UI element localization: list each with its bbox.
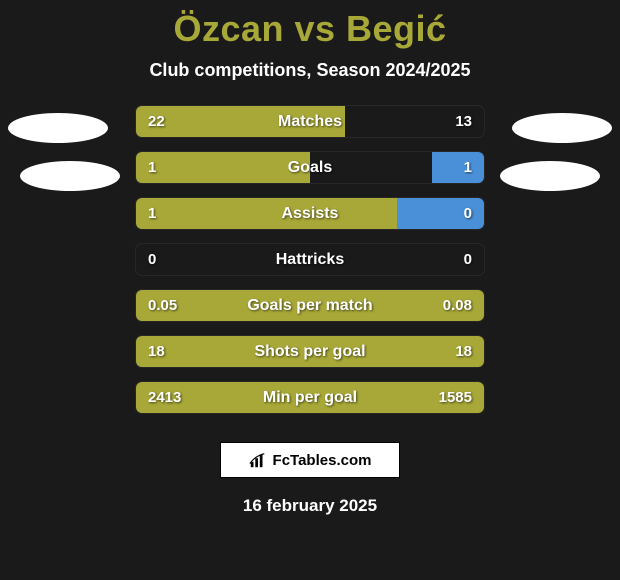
stat-row: 18Shots per goal18 — [135, 335, 485, 368]
stat-row: 1Assists0 — [135, 197, 485, 230]
stat-label: Goals — [136, 152, 484, 183]
stat-row: 0.05Goals per match0.08 — [135, 289, 485, 322]
footer-date: 16 february 2025 — [0, 496, 620, 516]
team-left-badge-2 — [20, 161, 120, 191]
team-left-badge-1 — [8, 113, 108, 143]
subtitle: Club competitions, Season 2024/2025 — [0, 60, 620, 81]
stat-label: Hattricks — [136, 244, 484, 275]
stat-label: Assists — [136, 198, 484, 229]
stat-row: 2413Min per goal1585 — [135, 381, 485, 414]
team-right-badge-2 — [500, 161, 600, 191]
bar-chart-icon — [249, 451, 267, 469]
value-right: 0 — [464, 198, 472, 229]
stats-rows: 22Matches131Goals11Assists00Hattricks00.… — [0, 105, 620, 414]
stat-label: Shots per goal — [136, 336, 484, 367]
stat-label: Matches — [136, 106, 484, 137]
comparison-card: Özcan vs Begić Club competitions, Season… — [0, 0, 620, 580]
value-right: 0.08 — [443, 290, 472, 321]
value-right: 18 — [455, 336, 472, 367]
value-right: 0 — [464, 244, 472, 275]
page-title: Özcan vs Begić — [0, 8, 620, 50]
value-right: 1 — [464, 152, 472, 183]
stat-row: 0Hattricks0 — [135, 243, 485, 276]
footer-logo-text: FcTables.com — [273, 452, 372, 469]
stat-label: Min per goal — [136, 382, 484, 413]
team-right-badge-1 — [512, 113, 612, 143]
footer-logo[interactable]: FcTables.com — [220, 442, 400, 478]
stat-row: 1Goals1 — [135, 151, 485, 184]
value-right: 13 — [455, 106, 472, 137]
value-right: 1585 — [439, 382, 472, 413]
stat-label: Goals per match — [136, 290, 484, 321]
stat-row: 22Matches13 — [135, 105, 485, 138]
